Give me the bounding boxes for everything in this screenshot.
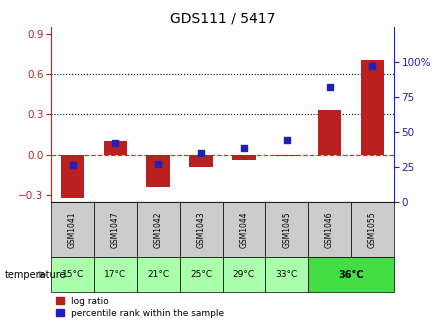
Bar [94, 257, 137, 292]
Point [326, 84, 333, 90]
Text: 33°C: 33°C [275, 270, 298, 279]
Bar [104, 141, 127, 155]
Text: 29°C: 29°C [233, 270, 255, 279]
Bar [222, 202, 265, 257]
Bar [265, 257, 308, 292]
Text: 36°C: 36°C [338, 270, 364, 280]
Bar [146, 155, 170, 187]
Text: GSM1046: GSM1046 [325, 211, 334, 248]
Point [198, 150, 205, 155]
Point [283, 137, 290, 143]
Bar [265, 202, 308, 257]
Text: GDS111 / 5417: GDS111 / 5417 [170, 12, 275, 26]
Text: GSM1047: GSM1047 [111, 211, 120, 248]
Text: temperature: temperature [4, 270, 66, 280]
Text: GSM1041: GSM1041 [68, 211, 77, 248]
Bar [318, 110, 341, 155]
Text: GSM1042: GSM1042 [154, 211, 163, 248]
Text: 15°C: 15°C [61, 270, 84, 279]
Point [69, 163, 76, 168]
Bar [94, 202, 137, 257]
Bar [232, 155, 256, 160]
Bar [137, 257, 180, 292]
Bar [189, 155, 213, 167]
Bar [137, 202, 180, 257]
Text: GSM1045: GSM1045 [282, 211, 291, 248]
Text: GSM1043: GSM1043 [197, 211, 206, 248]
Text: GSM1055: GSM1055 [368, 211, 377, 248]
Bar [61, 155, 85, 198]
Text: 21°C: 21°C [147, 270, 169, 279]
Text: GSM1044: GSM1044 [239, 211, 248, 248]
Bar [180, 202, 222, 257]
Bar [275, 155, 299, 156]
Bar [351, 202, 394, 257]
Bar [51, 257, 94, 292]
Bar [360, 60, 384, 155]
Text: 17°C: 17°C [104, 270, 126, 279]
Bar [308, 202, 351, 257]
Point [240, 146, 247, 151]
Text: 25°C: 25°C [190, 270, 212, 279]
Legend: log ratio, percentile rank within the sample: log ratio, percentile rank within the sa… [56, 297, 224, 318]
Point [155, 161, 162, 167]
Point [369, 63, 376, 69]
Point [112, 140, 119, 145]
Bar [308, 257, 394, 292]
Bar [180, 257, 222, 292]
Bar [51, 202, 94, 257]
Bar [222, 257, 265, 292]
